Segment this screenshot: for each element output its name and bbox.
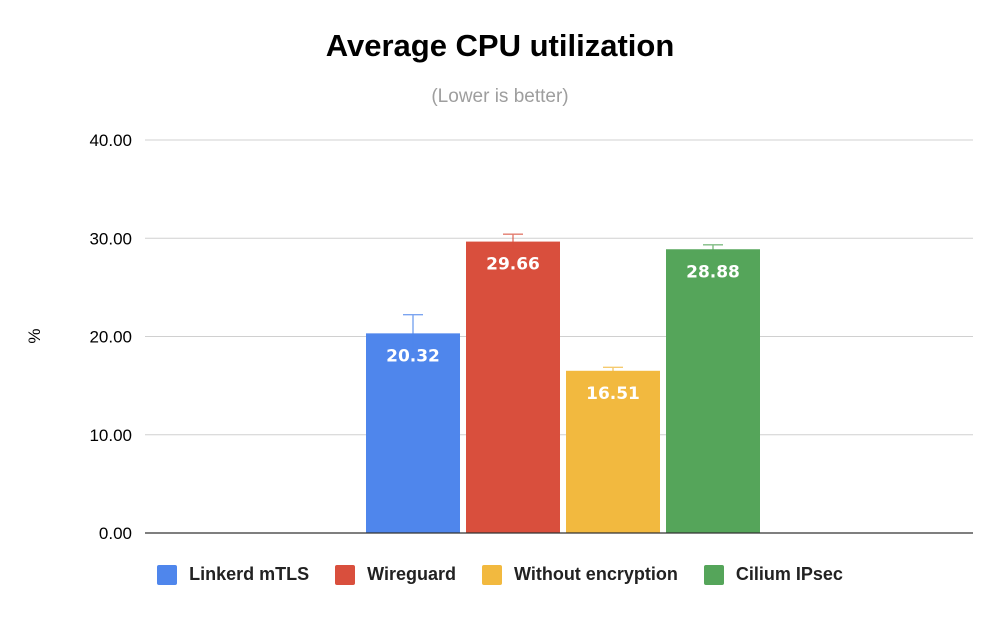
data-label-wireguard: 29.66 [486,255,540,275]
legend-swatch [335,564,356,585]
legend: Linkerd mTLS Wireguard Without encryption C… [0,564,1000,585]
legend-item-without-encryption: Without encryption [482,564,678,585]
error-bar-linkerd-mtls [403,313,423,353]
legend-label: Without encryption [514,564,678,584]
data-label-cilium-ipsec: 28.88 [686,262,740,282]
error-bar-without-encryption [603,366,623,375]
y-tick-label: 30.00 [89,229,132,248]
data-label-linkerd-mtls: 20.32 [386,346,440,366]
y-tick-label: 40.00 [89,131,132,150]
legend-item-linkerd-mtls: Linkerd mTLS [157,564,309,585]
bar-without-encryption [566,370,660,533]
error-bar-cilium-ipsec [703,244,723,255]
bars: 20.32 29.66 16.51 28.88 [366,233,760,533]
chart-title: Average CPU utilization [325,28,675,63]
legend-label: Wireguard [367,564,456,584]
y-axis-ticks: 0.00 10.00 20.00 30.00 40.00 [89,131,132,543]
data-label-without-encryption: 16.51 [586,384,640,404]
error-bar-wireguard [503,233,523,250]
legend-label: Cilium IPsec [735,564,843,584]
y-tick-label: 0.00 [99,524,132,543]
y-axis-label: % [25,328,44,343]
y-tick-label: 10.00 [89,426,132,445]
legend-item-cilium-ipsec: Cilium IPsec [703,564,843,585]
legend-swatch [482,564,502,585]
legend-swatch [703,564,724,585]
legend-item-wireguard: Wireguard [335,564,456,585]
legend-swatch [157,564,178,585]
y-tick-label: 20.00 [89,328,132,347]
chart-subtitle: (Lower is better) [431,86,569,107]
bar-wireguard [466,241,560,533]
legend-label: Linkerd mTLS [189,564,310,584]
bar-linkerd-mtls [366,333,460,533]
bar-cilium-ipsec [666,249,760,533]
